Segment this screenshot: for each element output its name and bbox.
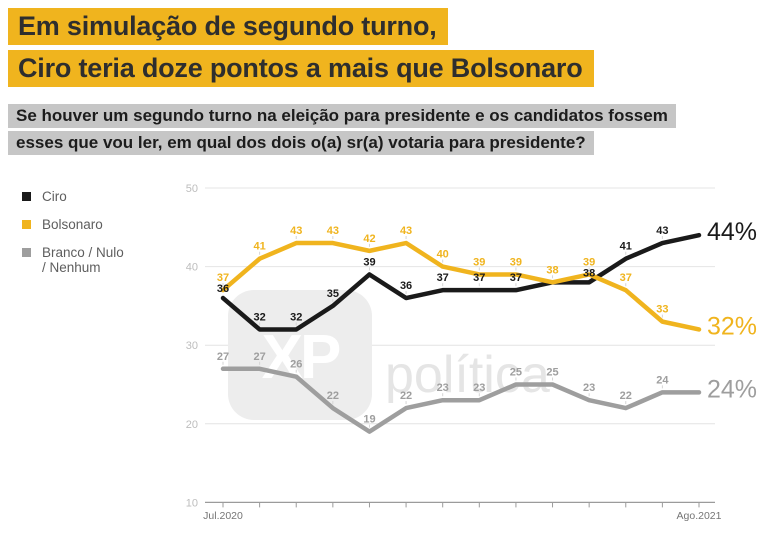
point-value-label: 43	[290, 225, 302, 237]
y-tick-label: 40	[186, 262, 198, 274]
branco-nulo-swatch-icon	[22, 248, 31, 257]
legend-item-ciro: Ciro	[22, 189, 124, 204]
watermark-brand-text: política	[385, 346, 550, 404]
end-value-label: 32%	[707, 312, 757, 340]
legend-label-ciro: Ciro	[42, 189, 67, 204]
series-line-ciro	[220, 232, 702, 332]
point-value-label: 42	[363, 233, 375, 245]
point-value-label: 39	[363, 256, 375, 268]
page-title: Em simulação de segundo turno, Ciro teri…	[8, 8, 594, 92]
point-value-label: 39	[583, 256, 595, 268]
question-line-2: esses que vou ler, em qual dos dois o(a)…	[8, 131, 676, 155]
y-tick-label: 20	[186, 419, 198, 431]
point-value-label: 37	[473, 272, 485, 284]
point-value-label: 37	[510, 272, 522, 284]
question-text-2: esses que vou ler, em qual dos dois o(a)…	[8, 131, 594, 155]
watermark: XP política	[228, 290, 550, 420]
title-text-1: Em simulação de segundo turno,	[8, 8, 448, 45]
y-axis-labels: 50 40 30 20 10	[186, 183, 198, 509]
legend-item-branco-nulo-nenhum: Branco / Nulo / Nenhum	[22, 245, 124, 275]
point-value-label: 43	[656, 225, 668, 237]
ciro-swatch-icon	[22, 192, 31, 201]
point-value-label: 22	[327, 390, 339, 402]
point-value-label: 38	[583, 267, 595, 279]
point-value-label: 43	[400, 225, 412, 237]
legend-item-bolsonaro: Bolsonaro	[22, 217, 124, 232]
point-value-label: 36	[400, 280, 412, 292]
point-value-label: 26	[290, 359, 302, 371]
question-text-1: Se houver um segundo turno na eleição pa…	[8, 104, 676, 128]
end-value-label: 24%	[707, 375, 757, 403]
point-value-label: 23	[583, 382, 595, 394]
point-value-label: 43	[327, 225, 339, 237]
series-line-branco-nulo-nenhum	[220, 366, 702, 434]
data-labels: 3736274132274332264335224239194336224037…	[217, 225, 670, 426]
point-value-label: 41	[253, 241, 265, 253]
point-value-label: 33	[656, 304, 668, 316]
survey-question: Se houver um segundo turno na eleição pa…	[8, 104, 676, 158]
point-value-label: 22	[620, 390, 632, 402]
point-value-label: 25	[510, 367, 522, 379]
label-leader-lines	[222, 236, 663, 428]
legend-label-bolsonaro: Bolsonaro	[42, 217, 103, 232]
point-value-label: 27	[217, 351, 229, 363]
x-axis-start-label: Jul.2020	[203, 510, 243, 522]
point-value-label: 24	[656, 374, 669, 386]
point-value-label: 38	[546, 264, 558, 276]
point-value-label: 39	[510, 256, 522, 268]
end-value-label: 44%	[707, 218, 757, 246]
y-tick-label: 30	[186, 340, 198, 352]
point-value-label: 25	[546, 367, 558, 379]
point-value-label: 35	[327, 288, 339, 300]
y-tick-label: 50	[186, 183, 198, 195]
point-value-label: 36	[217, 283, 229, 295]
title-line-1: Em simulação de segundo turno,	[8, 8, 594, 45]
point-value-label: 27	[253, 351, 265, 363]
point-value-label: 22	[400, 390, 412, 402]
title-text-2: Ciro teria doze pontos a mais que Bolson…	[8, 50, 594, 87]
bolsonaro-swatch-icon	[22, 220, 31, 229]
chart-legend: Ciro Bolsonaro Branco / Nulo / Nenhum	[22, 189, 124, 288]
title-line-2: Ciro teria doze pontos a mais que Bolson…	[8, 50, 594, 87]
point-value-label: 23	[437, 382, 449, 394]
point-value-label: 23	[473, 382, 485, 394]
point-value-label: 32	[253, 311, 265, 323]
point-value-label: 40	[437, 249, 449, 261]
point-value-label: 39	[473, 256, 485, 268]
end-value-labels: 44% 32% 24%	[707, 218, 757, 403]
point-value-label: 32	[290, 311, 302, 323]
point-value-label: 41	[620, 241, 632, 253]
x-axis-end-label: Ago.2021	[677, 510, 722, 522]
question-line-1: Se houver um segundo turno na eleição pa…	[8, 104, 676, 128]
y-tick-label: 10	[186, 497, 198, 509]
point-value-label: 37	[620, 272, 632, 284]
series-line-bolsonaro	[220, 240, 702, 332]
point-value-label: 37	[217, 272, 229, 284]
legend-label-branco-nulo: Branco / Nulo / Nenhum	[42, 245, 124, 275]
point-value-label: 37	[437, 272, 449, 284]
x-axis: Jul.2020 Ago.2021	[203, 501, 722, 522]
point-value-label: 19	[363, 414, 375, 426]
watermark-logo-box	[228, 290, 372, 420]
